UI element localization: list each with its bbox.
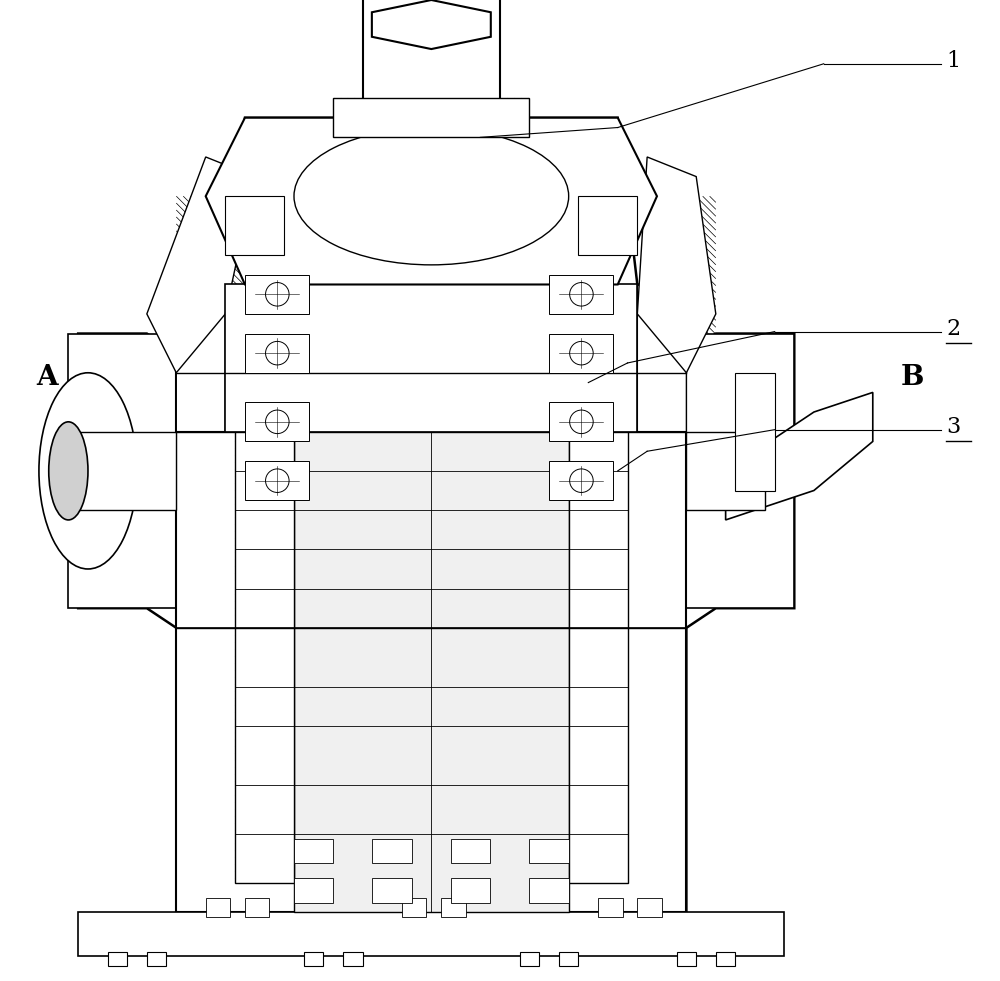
Bar xyxy=(245,461,309,500)
Bar xyxy=(402,898,426,917)
Polygon shape xyxy=(372,0,491,49)
Ellipse shape xyxy=(294,128,569,265)
Bar xyxy=(372,839,412,863)
Bar xyxy=(441,898,466,917)
Polygon shape xyxy=(176,284,225,432)
Text: B: B xyxy=(900,364,924,391)
Circle shape xyxy=(266,283,289,306)
Bar xyxy=(245,334,309,373)
Bar xyxy=(372,878,412,903)
Bar xyxy=(677,952,696,966)
Bar xyxy=(245,275,309,314)
Bar xyxy=(235,412,294,883)
Bar xyxy=(225,284,637,432)
Text: 2: 2 xyxy=(946,318,960,339)
Circle shape xyxy=(266,469,289,492)
Polygon shape xyxy=(726,392,873,520)
Circle shape xyxy=(570,469,593,492)
Bar xyxy=(451,839,490,863)
Polygon shape xyxy=(206,118,657,284)
Bar xyxy=(637,898,662,917)
Polygon shape xyxy=(147,157,255,373)
Bar xyxy=(333,98,529,137)
Bar xyxy=(225,196,284,255)
Bar xyxy=(549,275,613,314)
Bar xyxy=(549,334,613,373)
Bar xyxy=(735,373,775,490)
Bar xyxy=(451,878,490,903)
Circle shape xyxy=(266,341,289,365)
Bar xyxy=(363,0,500,118)
Bar xyxy=(294,878,333,903)
Bar xyxy=(529,839,569,863)
Bar xyxy=(147,952,166,966)
Bar xyxy=(245,898,269,917)
Bar xyxy=(529,878,569,903)
Bar xyxy=(549,402,613,441)
Bar xyxy=(245,402,309,441)
Bar xyxy=(578,196,637,255)
Bar xyxy=(68,432,176,510)
Bar xyxy=(569,412,628,883)
Bar xyxy=(598,898,623,917)
Circle shape xyxy=(570,341,593,365)
Bar xyxy=(343,952,363,966)
Bar xyxy=(294,402,569,912)
Bar xyxy=(294,839,333,863)
Circle shape xyxy=(570,410,593,434)
Bar xyxy=(716,952,735,966)
Circle shape xyxy=(266,410,289,434)
Bar xyxy=(677,334,794,608)
Bar xyxy=(549,461,613,500)
Text: A: A xyxy=(36,364,58,391)
Bar xyxy=(686,432,765,510)
Bar xyxy=(206,898,230,917)
Ellipse shape xyxy=(49,422,88,520)
Ellipse shape xyxy=(39,373,137,569)
Bar xyxy=(559,952,578,966)
Polygon shape xyxy=(637,284,686,432)
Bar xyxy=(108,952,127,966)
Bar xyxy=(68,334,186,608)
Circle shape xyxy=(570,283,593,306)
Bar xyxy=(78,912,784,956)
Bar xyxy=(520,952,539,966)
Bar xyxy=(176,363,686,912)
Text: 1: 1 xyxy=(946,50,960,72)
Bar xyxy=(304,952,323,966)
Polygon shape xyxy=(637,157,716,373)
Text: 3: 3 xyxy=(946,416,961,438)
